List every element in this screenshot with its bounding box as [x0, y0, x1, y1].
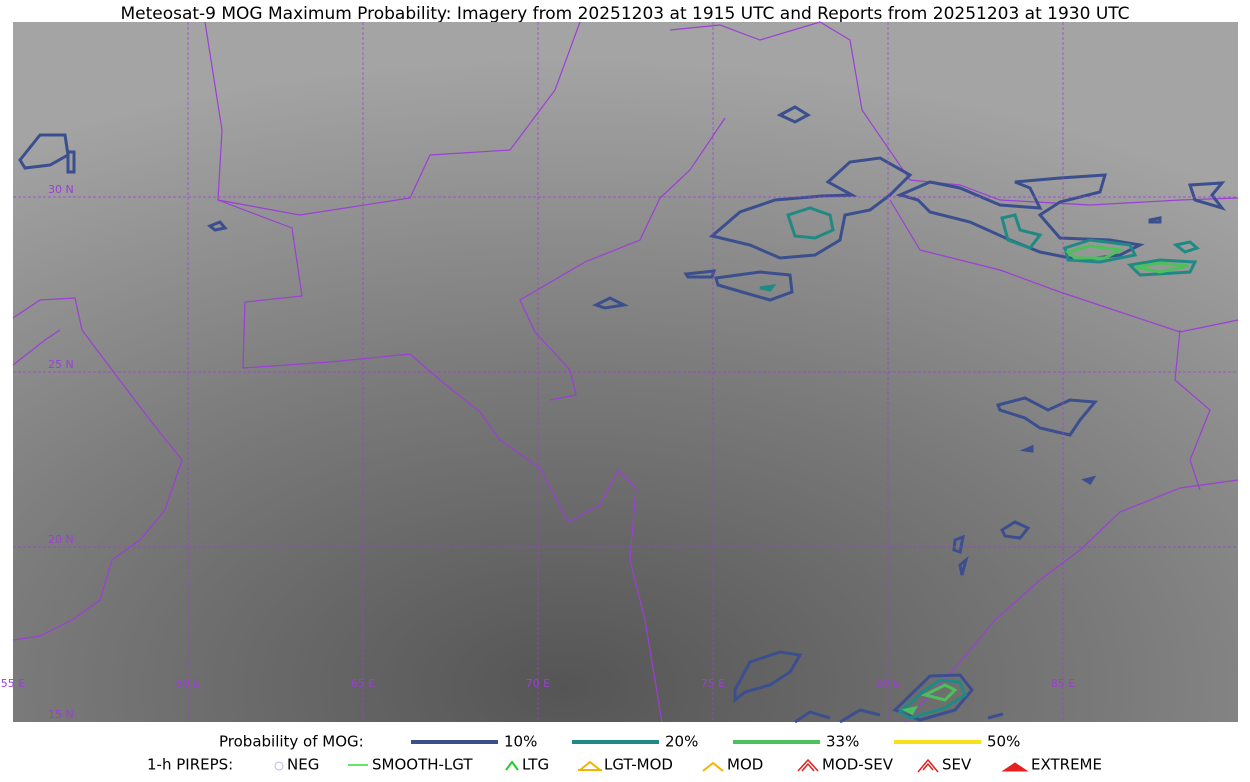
- legend-label: MOD: [727, 756, 763, 774]
- lon-label: 65 E: [351, 677, 375, 690]
- border: [1174, 329, 1211, 491]
- title: Meteosat-9 MOG Maximum Probability: Imag…: [120, 4, 1129, 24]
- legend-label: 10%: [504, 733, 537, 751]
- pirep-icon: [702, 761, 724, 772]
- coastline: [904, 479, 1239, 723]
- border: [519, 117, 726, 401]
- legend-label: EXTREME: [1031, 756, 1102, 774]
- lon-label: 55 E: [1, 677, 25, 690]
- lat-label: 25 N: [48, 358, 74, 371]
- lon-label: 75 E: [701, 677, 725, 690]
- contour-10: [207, 105, 812, 310]
- contour-10: [952, 396, 1099, 576]
- pirep-icon: [505, 760, 519, 771]
- legend-title: Probability of MOG:: [219, 733, 364, 751]
- border: [217, 21, 581, 216]
- legend-levels: 10% 20% 33% 50%: [411, 733, 1020, 751]
- coastline: [12, 297, 183, 641]
- coastline: [12, 329, 61, 366]
- contour-20: [759, 206, 1200, 720]
- lon-label: 80 E: [876, 677, 900, 690]
- legend-label: LGT-MOD: [604, 756, 673, 774]
- legend-label: SEV: [942, 756, 972, 774]
- lat-label: 15 N: [48, 708, 74, 721]
- contour-10: [708, 156, 913, 260]
- contour-33: [901, 244, 1189, 715]
- contour-10: [18, 133, 76, 174]
- lon-label: 60 E: [176, 677, 200, 690]
- contour-10: [733, 650, 1004, 724]
- pirep-icon: [797, 758, 819, 772]
- legend-label: SMOOTH-LGT: [372, 756, 473, 774]
- legend-title: 1-h PIREPS:: [147, 756, 233, 774]
- legend-label: MOD-SEV: [822, 756, 894, 774]
- legend-label: 50%: [987, 733, 1020, 751]
- legend-pireps: NEG SMOOTH-LGT LTG LGT-MOD MOD MOD-SEV SEV EXTR…: [274, 756, 1102, 774]
- lon-label: 85 E: [1051, 677, 1075, 690]
- contour-10: [714, 270, 794, 302]
- legend-label: NEG: [287, 756, 319, 774]
- legend-label: 20%: [665, 733, 698, 751]
- border: [204, 21, 303, 369]
- pirep-icon: [274, 761, 284, 771]
- coastline: [242, 353, 663, 723]
- lon-label: 70 E: [526, 677, 550, 690]
- pirep-icon: [1001, 762, 1029, 772]
- graticule: 30 N 25 N 20 N 15 N 55 E 60 E 65 E 70 E 75 E 80 E…: [1, 22, 1238, 722]
- contour-10: [895, 173, 1227, 262]
- pirep-icon: [578, 760, 602, 771]
- lat-label: 20 N: [48, 533, 74, 546]
- legend-label: 33%: [826, 733, 859, 751]
- pirep-icon: [917, 758, 939, 773]
- lat-label: 30 N: [48, 183, 74, 196]
- legend: Probability of MOG: 10% 20% 33% 50% 1-h PIR…: [147, 733, 1102, 774]
- legend-label: LTG: [522, 756, 549, 774]
- border: [669, 21, 1239, 206]
